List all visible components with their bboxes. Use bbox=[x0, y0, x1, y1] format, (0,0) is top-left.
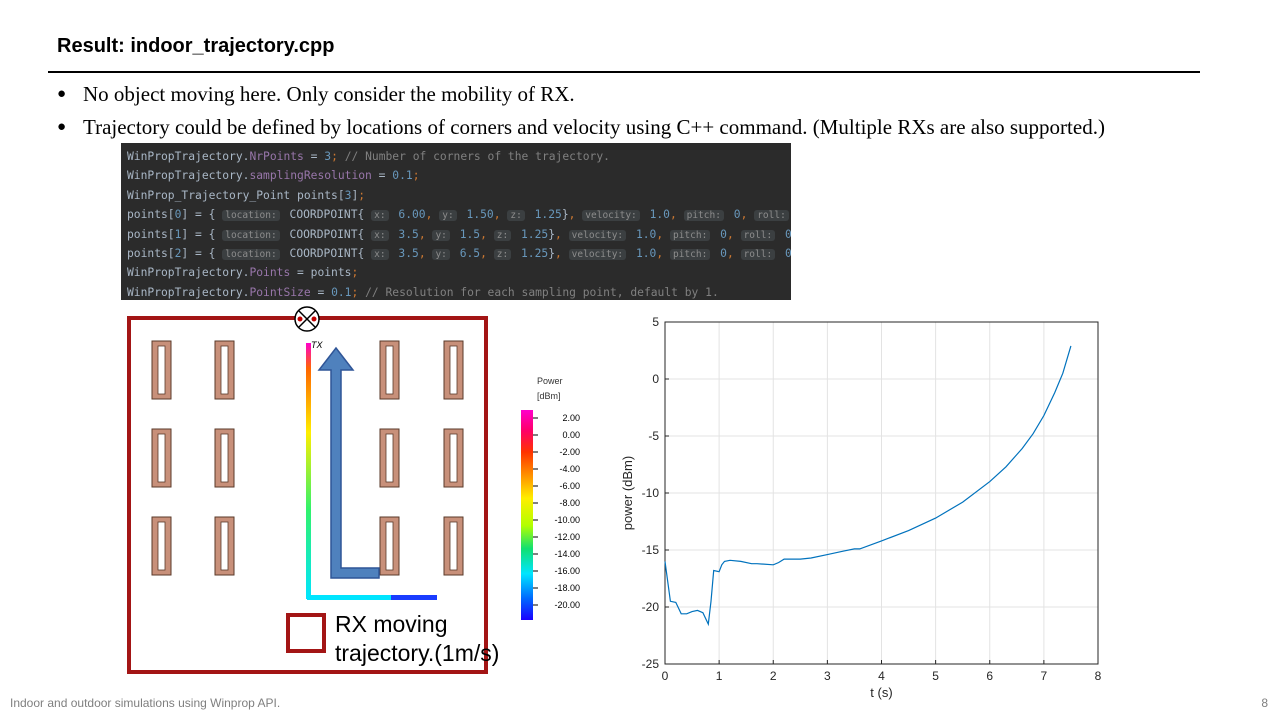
x-tick-label: 1 bbox=[716, 669, 723, 683]
y-tick-label: -20 bbox=[642, 600, 660, 614]
legend-tick-label: -14.00 bbox=[554, 549, 580, 559]
rx-legend-label: RX moving trajectory.(1m/s) bbox=[335, 610, 499, 668]
trajectory-segment bbox=[391, 595, 437, 600]
y-axis-label: power (dBm) bbox=[620, 456, 635, 530]
legend-tick-label: -16.00 bbox=[554, 566, 580, 576]
x-tick-label: 4 bbox=[878, 669, 885, 683]
title-underline bbox=[48, 71, 1200, 73]
legend-tick-label: -6.00 bbox=[559, 481, 580, 491]
legend-tick-label: -18.00 bbox=[554, 583, 580, 593]
desk-slot bbox=[449, 521, 458, 571]
plot-frame bbox=[664, 321, 1099, 665]
code-line: WinPropTrajectory.NrPoints = 3; // Numbe… bbox=[127, 150, 610, 163]
footer-text: Indoor and outdoor simulations using Win… bbox=[10, 696, 281, 710]
code-line: WinPropTrajectory.samplingResolution = 0… bbox=[127, 169, 420, 183]
desk-slot bbox=[157, 345, 166, 395]
bullet-item: ● Trajectory could be defined by locatio… bbox=[57, 113, 1237, 146]
rx-legend-icon bbox=[286, 613, 326, 653]
y-tick-label: -25 bbox=[642, 657, 660, 671]
desk-group bbox=[151, 340, 464, 576]
legend-tick-label: -4.00 bbox=[559, 464, 580, 474]
desk-slot bbox=[220, 521, 229, 571]
y-tick-label: -10 bbox=[642, 486, 660, 500]
y-tick-label: -5 bbox=[648, 429, 659, 443]
desk-slot bbox=[385, 433, 394, 483]
tx-antenna-icon bbox=[294, 306, 320, 332]
bullet-item: ● No object moving here. Only consider t… bbox=[57, 80, 1237, 113]
x-tick-label: 6 bbox=[986, 669, 993, 683]
trajectory-segment bbox=[307, 595, 437, 600]
direction-arrow bbox=[317, 346, 380, 579]
desk-slot bbox=[449, 345, 458, 395]
bullet-dot: ● bbox=[57, 119, 67, 135]
power-legend: Power [dBm] 2.00 0.00 -2.00 -4.00 -6.00 -8.00… bbox=[521, 376, 580, 620]
desk-slot bbox=[157, 521, 166, 571]
legend-tick-label: 2.00 bbox=[562, 413, 580, 423]
x-tick-label: 0 bbox=[662, 669, 669, 683]
tx-label: TX bbox=[311, 340, 323, 350]
code-line: WinPropTrajectory.Points = points; bbox=[127, 266, 359, 280]
legend-tick-label: -10.00 bbox=[554, 515, 580, 525]
slide-title: Result: indoor_trajectory.cpp bbox=[57, 35, 335, 57]
desk-slot bbox=[385, 521, 394, 571]
code-line: points[2] = { location: COORDPOINT{ x: 3… bbox=[127, 244, 791, 263]
desk-slot bbox=[157, 433, 166, 483]
rx-legend-line: RX moving bbox=[335, 611, 448, 637]
legend-tick-label: -20.00 bbox=[554, 600, 580, 610]
legend-unit: [dBm] bbox=[537, 391, 561, 401]
legend-title: Power bbox=[537, 376, 563, 386]
trajectory-segment bbox=[306, 343, 311, 599]
x-tick-label: 5 bbox=[932, 669, 939, 683]
desk-slot bbox=[220, 345, 229, 395]
y-tick-label: 0 bbox=[652, 372, 659, 386]
x-tick-label: 3 bbox=[824, 669, 831, 683]
power-chart: 0 1 2 3 4 5 6 7 8 5 0 -5 -10 -15 -20 -25 t (s) power (dBm… bbox=[620, 315, 1102, 700]
bullet-list: ● No object moving here. Only consider t… bbox=[57, 80, 1237, 146]
bullet-text: Trajectory could be defined by locations… bbox=[83, 115, 1105, 139]
x-tick-label: 2 bbox=[770, 669, 777, 683]
code-line: WinPropTrajectory.PointSize = 0.1; // Re… bbox=[127, 285, 719, 299]
rx-legend-line: trajectory.(1m/s) bbox=[335, 640, 500, 666]
y-tick-label: -15 bbox=[642, 543, 660, 557]
indoor-map: TX bbox=[127, 306, 488, 674]
desk-slot bbox=[449, 433, 458, 483]
x-axis-label: t (s) bbox=[870, 685, 892, 700]
legend-colorbar bbox=[521, 410, 533, 620]
page-number: 8 bbox=[1261, 696, 1268, 710]
code-line: points[0] = { location: COORDPOINT{ x: 6… bbox=[127, 205, 791, 224]
code-line: WinProp_Trajectory_Point points[3]; bbox=[127, 188, 366, 202]
y-tick-label: 5 bbox=[652, 315, 659, 329]
legend-tick-label: -8.00 bbox=[559, 498, 580, 508]
series-line bbox=[664, 345, 1072, 627]
x-tick-label: 8 bbox=[1095, 669, 1102, 683]
x-tick-label: 7 bbox=[1041, 669, 1048, 683]
bullet-dot: ● bbox=[57, 86, 67, 102]
code-snippet: WinPropTrajectory.NrPoints = 3; // Numbe… bbox=[121, 143, 791, 300]
bullet-text: No object moving here. Only consider the… bbox=[83, 82, 575, 106]
legend-ticks: 2.00 0.00 -2.00 -4.00 -6.00 -8.00 -10.00 -12.00… bbox=[533, 413, 580, 610]
legend-tick-label: -2.00 bbox=[559, 447, 580, 457]
legend-tick-label: -12.00 bbox=[554, 532, 580, 542]
code-line: points[1] = { location: COORDPOINT{ x: 3… bbox=[127, 225, 791, 244]
desk-slot bbox=[385, 345, 394, 395]
desk-slot bbox=[220, 433, 229, 483]
legend-tick-label: 0.00 bbox=[562, 430, 580, 440]
